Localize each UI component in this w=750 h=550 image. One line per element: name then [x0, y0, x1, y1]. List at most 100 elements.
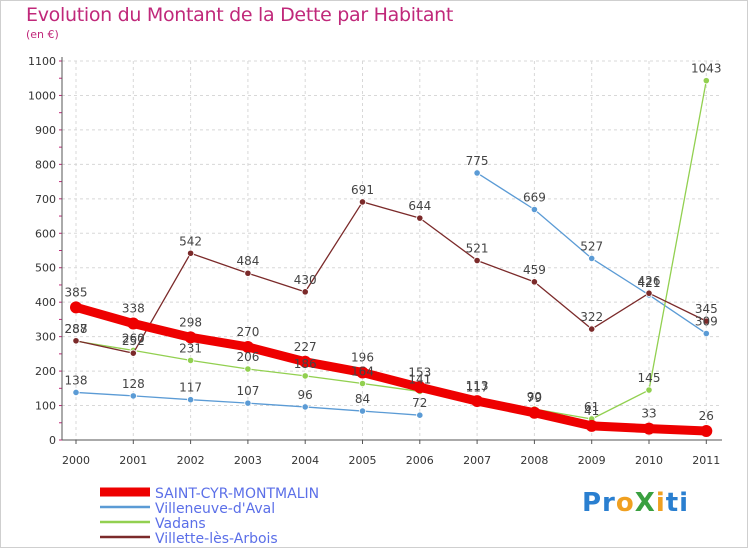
data-label: 196: [351, 350, 374, 364]
data-point: [127, 317, 140, 330]
data-label: 206: [236, 350, 259, 364]
data-point: [241, 340, 254, 353]
y-tick-label: 1000: [28, 89, 56, 102]
data-point: [244, 365, 252, 373]
y-tick-label: 1100: [28, 55, 56, 68]
data-point: [187, 396, 195, 404]
data-label: 145: [638, 371, 661, 385]
legend-label: Villette-lès-Arbois: [155, 531, 278, 547]
data-label: 113: [466, 379, 489, 393]
data-point: [473, 256, 481, 265]
data-point: [184, 331, 197, 344]
data-label: 79: [527, 391, 542, 405]
data-label: 775: [466, 154, 489, 168]
data-point: [702, 317, 710, 325]
data-label: 84: [355, 392, 370, 406]
data-label: 72: [412, 396, 427, 410]
series-line: [71, 302, 711, 436]
data-label: 227: [294, 340, 317, 354]
x-tick-label: 2002: [177, 454, 205, 467]
data-point: [244, 399, 252, 407]
data-point: [187, 356, 195, 365]
y-tick-label: 700: [35, 193, 56, 206]
data-label: 153: [408, 365, 431, 379]
y-tick-label: 0: [49, 434, 56, 447]
x-tick-label: 2010: [635, 454, 663, 467]
y-tick-label: 300: [35, 331, 56, 344]
data-point: [645, 386, 653, 394]
data-label: 338: [122, 302, 145, 316]
data-point: [530, 205, 539, 214]
data-point: [301, 403, 309, 411]
x-tick-label: 2003: [234, 454, 262, 467]
data-point: [702, 329, 710, 338]
data-point: [585, 419, 598, 432]
data-point: [129, 392, 137, 400]
data-point: [528, 406, 541, 419]
data-label: 484: [236, 254, 259, 268]
data-label: 298: [179, 315, 202, 329]
x-tick-label: 2005: [349, 454, 377, 467]
y-tick-label: 600: [35, 227, 56, 240]
data-label: 141: [408, 372, 431, 386]
data-label: 138: [65, 373, 88, 387]
data-point: [358, 198, 367, 206]
data-label: 345: [695, 302, 718, 316]
x-tick-label: 2009: [578, 454, 606, 467]
data-label: 426: [638, 274, 661, 288]
data-point: [588, 325, 596, 333]
data-point: [72, 337, 80, 345]
y-tick-label: 200: [35, 365, 56, 378]
data-label: 107: [236, 384, 259, 398]
data-label: 1043: [691, 62, 722, 76]
data-label: 61: [584, 400, 599, 414]
data-label: 252: [122, 334, 145, 348]
data-label: 459: [523, 263, 546, 277]
data-point: [301, 372, 309, 380]
data-label: 90: [527, 390, 542, 404]
y-tick-label: 800: [35, 158, 56, 171]
data-label: 644: [408, 199, 431, 213]
x-tick-label: 2007: [463, 454, 491, 467]
data-label: 117: [179, 381, 202, 395]
data-label: 385: [65, 285, 88, 299]
data-label: 527: [580, 239, 603, 253]
data-point: [473, 169, 481, 177]
data-label: 96: [298, 388, 313, 402]
data-label: 41: [584, 404, 599, 418]
y-tick-label: 100: [35, 400, 56, 413]
data-label: 260: [122, 331, 145, 345]
data-label: 669: [523, 190, 546, 204]
data-point: [645, 289, 653, 297]
data-point: [358, 407, 367, 415]
data-label: 270: [236, 325, 259, 339]
data-point: [588, 254, 596, 263]
data-point: [416, 411, 424, 419]
data-label: 288: [65, 322, 88, 336]
data-point: [471, 395, 484, 408]
data-label: 287: [65, 322, 88, 336]
data-label: 542: [179, 234, 202, 248]
data-point: [643, 422, 655, 435]
data-label: 430: [294, 273, 317, 287]
data-label: 26: [699, 409, 714, 423]
data-point: [358, 379, 367, 388]
series-line: [75, 201, 707, 354]
data-label: 128: [122, 377, 145, 391]
chart-title: Evolution du Montant de la Dette par Hab…: [26, 4, 454, 26]
data-label: 33: [641, 407, 656, 421]
data-label: 164: [351, 364, 374, 378]
data-point: [702, 77, 710, 85]
y-tick-label: 500: [35, 262, 56, 275]
x-tick-label: 2008: [520, 454, 548, 467]
y-tick-label: 400: [35, 296, 56, 309]
data-point: [530, 278, 539, 286]
data-point: [356, 366, 369, 379]
data-point: [301, 288, 309, 296]
data-point: [70, 301, 82, 314]
data-label: 322: [580, 310, 603, 324]
data-label: 117: [466, 381, 489, 395]
legend-label: Vadans: [155, 516, 206, 532]
data-label: 691: [351, 183, 374, 197]
